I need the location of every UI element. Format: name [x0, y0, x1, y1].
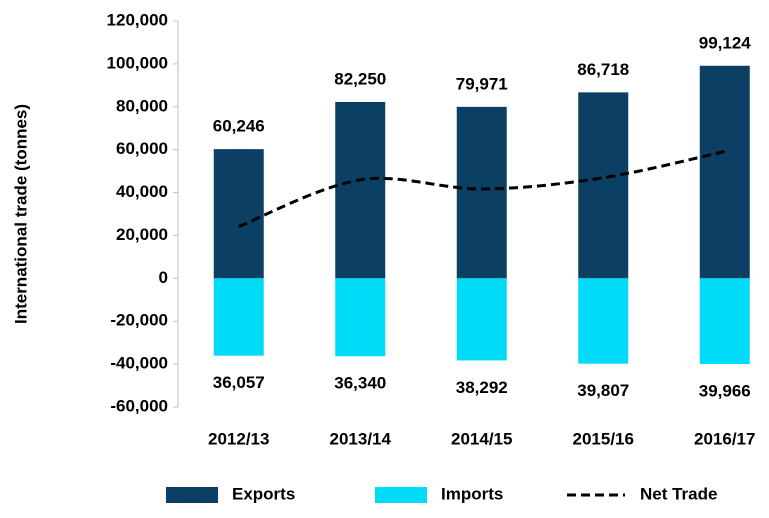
y-tick-label: 60,000 — [116, 139, 168, 158]
data-label: 36,057 — [213, 373, 265, 392]
legend-swatch — [166, 487, 218, 503]
data-label: 79,971 — [456, 74, 508, 93]
bar — [578, 92, 629, 279]
bar — [213, 278, 264, 356]
data-label: 99,124 — [699, 33, 752, 52]
data-label: 36,340 — [334, 374, 386, 393]
bar — [456, 278, 507, 361]
y-tick-label: 80,000 — [116, 96, 168, 115]
y-tick-label: 40,000 — [116, 182, 168, 201]
legend-swatch — [375, 487, 427, 503]
bar — [456, 106, 507, 279]
data-label: 60,246 — [213, 117, 265, 136]
x-tick-label: 2014/15 — [451, 429, 512, 448]
x-tick-label: 2012/13 — [208, 429, 269, 448]
y-axis-title: International trade (tonnes) — [11, 104, 30, 324]
data-label: 82,250 — [334, 69, 386, 88]
data-label: 39,807 — [577, 381, 629, 400]
y-tick-label: 0 — [159, 268, 168, 287]
x-tick-label: 2013/14 — [330, 429, 392, 448]
legend-label: Exports — [232, 484, 295, 503]
line — [238, 150, 726, 228]
bar — [335, 278, 386, 357]
y-tick-label: -20,000 — [110, 311, 168, 330]
data-label: 86,718 — [577, 60, 629, 79]
y-tick-label: -60,000 — [110, 396, 168, 415]
bar — [335, 101, 386, 279]
bar — [578, 278, 629, 364]
x-tick-label: 2015/16 — [573, 429, 634, 448]
data-label: 38,292 — [456, 378, 508, 397]
y-tick-label: 100,000 — [107, 53, 168, 72]
bar — [699, 65, 750, 279]
x-tick-label: 2016/17 — [694, 429, 755, 448]
bar — [699, 278, 750, 365]
y-tick-label: -40,000 — [110, 354, 168, 373]
bar — [213, 149, 264, 279]
y-tick-label: 20,000 — [116, 225, 168, 244]
legend-label: Net Trade — [640, 484, 717, 503]
data-label: 39,966 — [699, 382, 751, 401]
legend-label: Imports — [441, 484, 503, 503]
y-tick-label: 120,000 — [107, 10, 168, 29]
